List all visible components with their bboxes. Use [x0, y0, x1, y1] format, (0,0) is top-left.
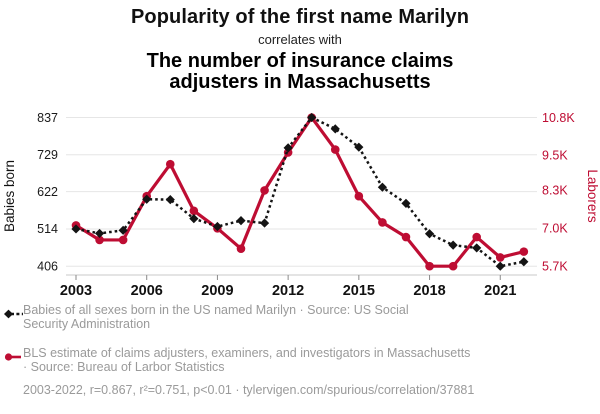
series-marilyn-marker [71, 224, 81, 234]
legend-laborers-line-1: BLS estimate of claims adjusters, examin… [23, 346, 471, 360]
right-tick-label: 5.7K [542, 260, 568, 274]
series-laborers-marker [472, 232, 481, 242]
right-tick-label: 10.8K [542, 111, 575, 125]
left-tick-label: 406 [37, 260, 58, 274]
x-tick-label: 2009 [201, 283, 233, 299]
series-marilyn-marker [142, 194, 152, 204]
legend-laborers-line-2: · Source: Bureau of Larbor Statistics [23, 360, 225, 374]
correlation-line-chart: 406 5.7K 514 7.0K 622 8.3K 729 9.5K 837 10.8K 2003… [2, 111, 600, 299]
series-laborers-marker [95, 235, 104, 245]
series-laborers-marker [448, 261, 458, 271]
series-marilyn-marker [495, 261, 505, 271]
series-laborers-marker [165, 159, 175, 169]
stats-footer: 2003-2022, r=0.867, r²=0.751, p<0.01 · t… [23, 383, 475, 397]
series-marilyn-marker [472, 243, 482, 253]
correlates-with-text: correlates with [258, 32, 342, 47]
left-tick-label: 622 [37, 185, 58, 199]
series-marilyn-marker [165, 195, 175, 205]
right-axis-title: Laborers [585, 169, 600, 223]
series-marilyn-marker [212, 221, 223, 232]
series-marilyn-marker [259, 218, 270, 228]
series-laborers-marker [260, 186, 269, 195]
right-tick-label: 7.0K [542, 222, 568, 236]
series-marilyn-marker [401, 198, 411, 209]
series-laborers-marker [401, 232, 411, 242]
x-tick-label: 2018 [413, 283, 445, 299]
red-circle-solid-icon [4, 349, 23, 367]
left-tick-label: 514 [37, 222, 58, 236]
series-laborers-marker [495, 253, 505, 262]
series-laborers-marker [118, 235, 128, 245]
right-tick-label: 8.3K [542, 184, 568, 198]
series-marilyn-marker [354, 142, 364, 152]
series-laborers-marker [283, 148, 293, 157]
legend-marilyn-line-2: Security Administration [23, 317, 151, 331]
series-marilyn-marker [424, 229, 435, 239]
chart-legend: Babies of all sexes born in the US named… [4, 303, 596, 389]
page-subtitle: The number of insurance claims adjusters… [0, 51, 600, 93]
series-laborers-marker [519, 247, 529, 256]
legend-item-laborers: BLS estimate of claims adjusters, examin… [4, 346, 596, 374]
series-marilyn-marker [118, 225, 128, 235]
page-title: Popularity of the first name Marilyn [130, 6, 470, 28]
series-laborers-marker [354, 191, 364, 201]
series-marilyn-marker [330, 124, 340, 134]
left-tick-label: 837 [37, 111, 58, 125]
x-tick-label: 2006 [131, 283, 163, 299]
legend-marilyn-line-1: Babies of all sexes born in the US named… [23, 303, 409, 317]
legend-text-laborers: BLS estimate of claims adjusters, examin… [23, 346, 470, 374]
series-marilyn-marker [189, 213, 199, 224]
series-marilyn-marker [448, 240, 458, 250]
series-laborers-marker [425, 261, 434, 271]
series-laborers-marker [189, 206, 199, 216]
right-tick-label: 9.5K [542, 149, 568, 163]
series-marilyn-marker [377, 182, 388, 192]
series-laborers-marker [378, 218, 387, 227]
legend-item-marilyn: Babies of all sexes born in the US named… [4, 303, 596, 331]
x-tick-label: 2015 [343, 283, 375, 299]
series-marilyn-marker [519, 257, 529, 267]
series-laborers-marker [236, 244, 246, 254]
x-tick-label: 2003 [60, 283, 92, 299]
series-marilyn-marker [236, 216, 246, 226]
left-tick-label: 729 [37, 148, 58, 162]
subtitle-line-2: adjusters in Massachusetts [169, 71, 431, 93]
x-tick-label: 2021 [484, 283, 516, 299]
series-marilyn-marker [94, 228, 105, 239]
series-marilyn-marker [283, 143, 293, 153]
subtitle-line-1: The number of insurance claims [146, 50, 454, 72]
legend-text-marilyn: Babies of all sexes born in the US named… [23, 303, 409, 331]
series-laborers-marker [330, 145, 340, 154]
black-diamond-dashed-icon [4, 306, 23, 324]
x-tick-label: 2012 [272, 283, 304, 299]
left-axis-title: Babies born [2, 160, 17, 232]
